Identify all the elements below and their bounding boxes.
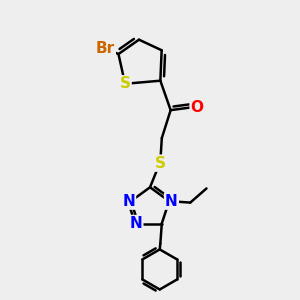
- Text: N: N: [165, 194, 178, 208]
- Text: O: O: [190, 100, 204, 115]
- Text: N: N: [122, 194, 135, 208]
- Text: N: N: [130, 216, 142, 231]
- Text: S: S: [155, 156, 166, 171]
- Text: Br: Br: [96, 41, 115, 56]
- Text: S: S: [120, 76, 130, 91]
